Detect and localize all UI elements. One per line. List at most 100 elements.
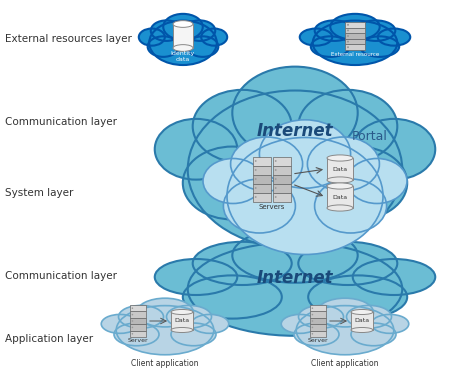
Ellipse shape — [188, 242, 402, 336]
Ellipse shape — [147, 36, 179, 57]
Ellipse shape — [353, 259, 435, 295]
Circle shape — [311, 314, 313, 315]
Circle shape — [311, 320, 313, 322]
Ellipse shape — [193, 242, 292, 285]
Text: External resource: External resource — [331, 52, 379, 57]
Ellipse shape — [203, 158, 263, 204]
Bar — [130, 311, 146, 318]
Text: Application layer: Application layer — [5, 335, 93, 344]
Text: External resources layer: External resources layer — [5, 34, 132, 44]
Circle shape — [347, 46, 349, 48]
Text: Communication layer: Communication layer — [5, 272, 117, 281]
Circle shape — [311, 308, 313, 309]
Text: Server: Server — [128, 338, 148, 343]
Circle shape — [255, 187, 256, 189]
Text: Servers: Servers — [259, 204, 285, 210]
Ellipse shape — [327, 177, 353, 183]
Bar — [345, 45, 365, 50]
Circle shape — [255, 196, 256, 198]
Bar — [130, 318, 146, 324]
Bar — [253, 165, 271, 174]
Ellipse shape — [327, 205, 353, 211]
Ellipse shape — [360, 36, 399, 57]
Bar — [345, 39, 365, 45]
Ellipse shape — [232, 228, 358, 283]
Ellipse shape — [299, 305, 344, 328]
Ellipse shape — [118, 305, 164, 328]
Ellipse shape — [171, 323, 216, 346]
Ellipse shape — [315, 20, 354, 41]
Ellipse shape — [183, 275, 282, 319]
Ellipse shape — [183, 147, 282, 220]
Ellipse shape — [201, 29, 227, 46]
Text: Server: Server — [308, 338, 328, 343]
Circle shape — [347, 35, 349, 37]
Ellipse shape — [173, 21, 193, 27]
Ellipse shape — [137, 298, 193, 327]
Text: Client application: Client application — [311, 359, 379, 368]
Ellipse shape — [163, 14, 203, 40]
Ellipse shape — [308, 137, 379, 191]
Circle shape — [275, 178, 277, 180]
Ellipse shape — [230, 137, 302, 191]
Ellipse shape — [191, 315, 229, 334]
Circle shape — [132, 308, 133, 309]
Ellipse shape — [171, 328, 193, 332]
Text: Internet: Internet — [257, 122, 333, 140]
Text: Data: Data — [332, 167, 347, 171]
Ellipse shape — [155, 259, 237, 295]
Circle shape — [275, 160, 277, 162]
Ellipse shape — [327, 155, 353, 161]
Ellipse shape — [223, 179, 295, 233]
Ellipse shape — [232, 67, 358, 159]
Ellipse shape — [187, 36, 219, 57]
Bar — [310, 318, 326, 324]
Ellipse shape — [294, 323, 339, 346]
Ellipse shape — [313, 20, 397, 65]
Ellipse shape — [371, 315, 409, 334]
Text: Data: Data — [332, 194, 347, 200]
Ellipse shape — [308, 147, 407, 220]
Ellipse shape — [139, 29, 165, 46]
Bar — [253, 174, 271, 184]
Ellipse shape — [327, 183, 353, 189]
Ellipse shape — [166, 305, 211, 328]
Bar — [327, 158, 353, 180]
Bar — [327, 186, 353, 208]
Ellipse shape — [317, 298, 374, 327]
Text: Data: Data — [174, 318, 190, 324]
Ellipse shape — [311, 36, 350, 57]
Circle shape — [347, 24, 349, 26]
Bar — [310, 305, 326, 311]
Bar — [310, 324, 326, 331]
Bar — [310, 311, 326, 318]
Text: Internet: Internet — [257, 269, 333, 287]
Bar — [310, 331, 326, 337]
Ellipse shape — [193, 90, 292, 163]
Circle shape — [132, 320, 133, 322]
Ellipse shape — [351, 309, 373, 315]
Ellipse shape — [149, 20, 217, 65]
Ellipse shape — [259, 120, 351, 188]
Circle shape — [311, 333, 313, 335]
Circle shape — [275, 196, 277, 198]
Bar — [351, 312, 373, 330]
Ellipse shape — [353, 119, 435, 180]
Ellipse shape — [171, 309, 193, 315]
Circle shape — [132, 314, 133, 315]
Circle shape — [255, 169, 256, 171]
Ellipse shape — [308, 275, 407, 319]
Bar — [273, 193, 291, 201]
Ellipse shape — [114, 323, 159, 346]
Bar — [130, 305, 146, 311]
Bar — [345, 33, 365, 39]
Bar — [273, 184, 291, 193]
Ellipse shape — [101, 315, 139, 334]
Bar — [273, 165, 291, 174]
Bar — [253, 193, 271, 201]
Ellipse shape — [227, 138, 383, 255]
Ellipse shape — [184, 20, 215, 41]
Text: Client application: Client application — [131, 359, 199, 368]
Bar — [130, 331, 146, 337]
Text: System layer: System layer — [5, 188, 73, 198]
